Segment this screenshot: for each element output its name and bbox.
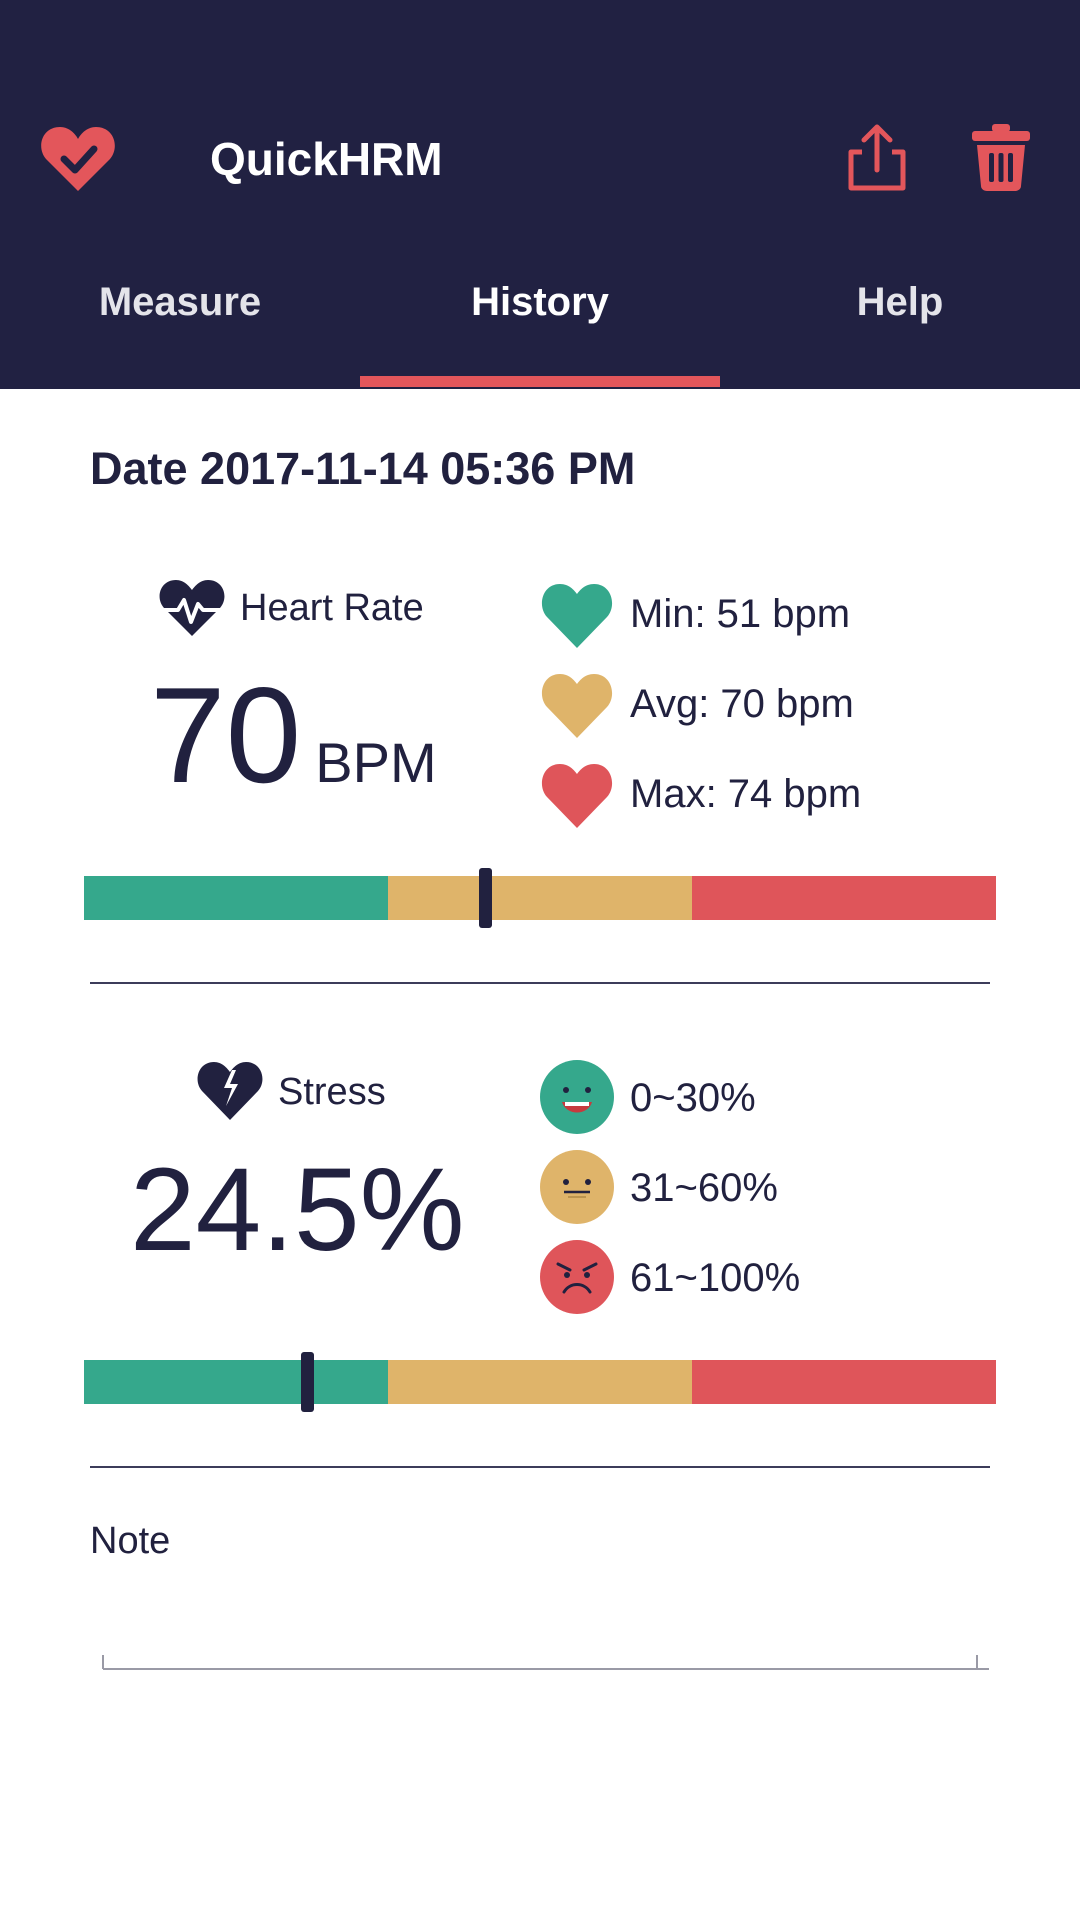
- delete-button[interactable]: [970, 122, 1032, 192]
- tab-measure[interactable]: Measure: [98, 280, 262, 324]
- bar-segment-high: [692, 876, 996, 920]
- broken-heart-icon: [197, 1062, 263, 1120]
- section-divider: [90, 1466, 990, 1468]
- heart-rate-max: Max: 74 bpm: [630, 772, 862, 816]
- heart-red-icon: [541, 764, 613, 828]
- stress-low-range: 0~30%: [630, 1076, 756, 1120]
- record-date: Date 2017-11-14 05:36 PM: [90, 443, 636, 494]
- angry-face-icon: [540, 1240, 614, 1314]
- note-input-corner-left: [102, 1655, 104, 1669]
- share-button[interactable]: [846, 122, 908, 192]
- heart-rate-number: 70: [150, 659, 302, 811]
- note-label: Note: [90, 1520, 171, 1562]
- tab-help[interactable]: Help: [856, 280, 944, 324]
- note-input-corner-right: [976, 1655, 978, 1669]
- stress-marker: [301, 1352, 315, 1412]
- heart-rate-bar: [84, 876, 996, 920]
- happy-face-icon: [540, 1060, 614, 1134]
- heart-rate-marker: [479, 868, 493, 928]
- heart-rate-min: Min: 51 bpm: [630, 592, 851, 636]
- stress-mid-range: 31~60%: [630, 1166, 778, 1210]
- heart-green-icon: [541, 584, 613, 648]
- app-header: QuickHRM Measure History Help: [0, 0, 1080, 389]
- stress-value: 24.5%: [130, 1144, 465, 1276]
- bar-segment-mid: [388, 1360, 692, 1404]
- heart-rate-value: 70 BPM: [150, 665, 437, 833]
- tab-history[interactable]: History: [471, 280, 609, 324]
- heart-rate-unit: BPM: [315, 731, 437, 794]
- stress-label: Stress: [278, 1071, 386, 1113]
- heart-rate-label: Heart Rate: [240, 587, 424, 629]
- heart-yellow-icon: [541, 674, 613, 738]
- bar-segment-mid: [388, 876, 692, 920]
- bar-segment-low: [84, 1360, 388, 1404]
- neutral-face-icon: [540, 1150, 614, 1224]
- section-divider: [90, 982, 990, 984]
- heart-pulse-icon: [159, 580, 225, 636]
- bar-segment-low: [84, 876, 388, 920]
- bar-segment-high: [692, 1360, 996, 1404]
- note-input[interactable]: [103, 1590, 989, 1670]
- active-tab-indicator: [360, 376, 720, 387]
- heart-check-icon: [41, 127, 115, 191]
- stress-high-range: 61~100%: [630, 1256, 801, 1300]
- heart-rate-avg: Avg: 70 bpm: [630, 682, 854, 726]
- app-title: QuickHRM: [210, 133, 443, 185]
- stress-bar: [84, 1360, 996, 1404]
